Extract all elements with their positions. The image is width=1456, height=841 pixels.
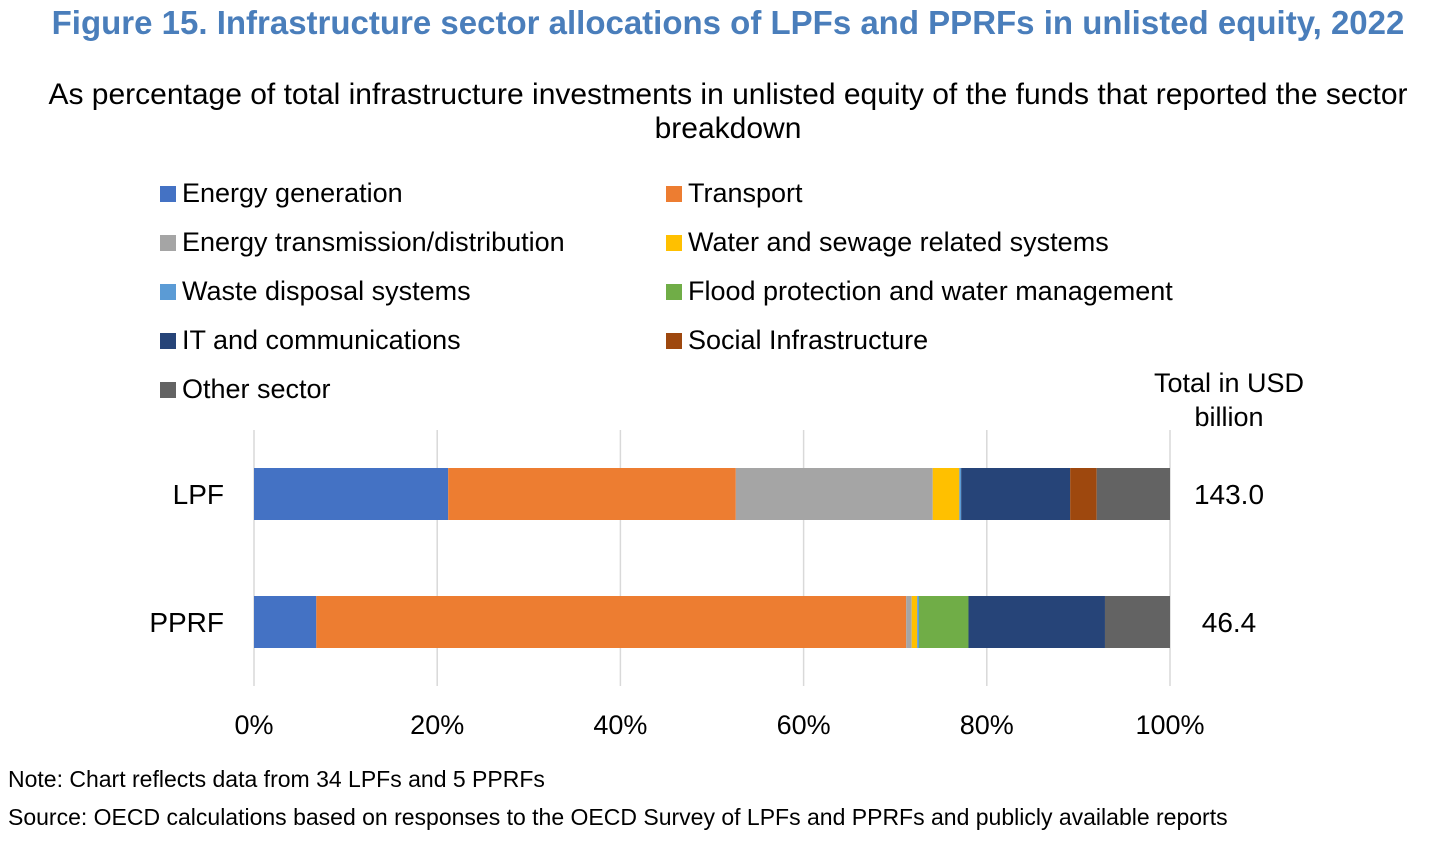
- legend-item-social-infrastructure: Social Infrastructure: [666, 325, 928, 356]
- legend-item-waste-disposal-systems: Waste disposal systems: [160, 276, 471, 307]
- total-value: 46.4: [1202, 607, 1257, 638]
- legend-label: Transport: [688, 178, 803, 208]
- bar-segment-lpf-other-sector: [1096, 468, 1170, 520]
- x-tick-label: 100%: [1135, 710, 1204, 740]
- bar-segment-pprf-waste-disposal-systems: [917, 596, 920, 648]
- chart-title: Figure 15. Infrastructure sector allocat…: [51, 4, 1405, 41]
- legend-swatch: [160, 185, 176, 202]
- category-label: PPRF: [149, 607, 224, 638]
- bar-segment-lpf-transport: [448, 468, 736, 520]
- bar-segment-lpf-it-and-communications: [961, 468, 1071, 520]
- total-value: 143.0: [1194, 479, 1264, 510]
- legend-label: Energy generation: [182, 178, 403, 208]
- bar-segment-pprf-water-and-sewage-related-systems: [911, 596, 918, 648]
- bar-segment-lpf-energy-transmission-distribution: [735, 468, 933, 520]
- x-tick-label: 60%: [777, 710, 831, 740]
- legend-swatch: [160, 332, 176, 349]
- legend-swatch: [666, 332, 682, 349]
- legend-swatch: [666, 185, 682, 202]
- legend-label: Energy transmission/distribution: [182, 227, 565, 257]
- legend-item-transport: Transport: [666, 178, 803, 209]
- legend-swatch: [160, 234, 176, 251]
- legend-item-flood-protection-and-water-management: Flood protection and water management: [666, 276, 1173, 307]
- bar-segment-lpf-water-and-sewage-related-systems: [932, 468, 960, 520]
- bar-segment-lpf-energy-generation: [254, 468, 449, 520]
- x-tick-label: 0%: [234, 710, 273, 740]
- bar-segment-lpf-social-infrastructure: [1070, 468, 1097, 520]
- legend-swatch: [666, 234, 682, 251]
- legend-label: Flood protection and water management: [688, 276, 1173, 306]
- chart-note: Note: Chart reflects data from 34 LPFs a…: [8, 766, 545, 792]
- bar-segment-pprf-energy-transmission-distribution: [906, 596, 912, 648]
- bar-segment-pprf-it-and-communications: [968, 596, 1105, 648]
- totals-header: Total in USD billion: [1153, 368, 1305, 432]
- x-tick-label: 40%: [593, 710, 647, 740]
- chart-subtitle: As percentage of total infrastructure in…: [48, 78, 1408, 145]
- legend-swatch: [666, 283, 682, 300]
- bar-segment-pprf-transport: [316, 596, 907, 648]
- legend-item-energy-transmission-distribution: Energy transmission/distribution: [160, 227, 565, 258]
- x-tick-label: 20%: [410, 710, 464, 740]
- legend-item-it-and-communications: IT and communications: [160, 325, 461, 356]
- legend-swatch: [160, 381, 176, 398]
- legend-label: Other sector: [182, 374, 331, 404]
- legend-item-energy-generation: Energy generation: [160, 178, 403, 209]
- legend-item-other-sector: Other sector: [160, 374, 331, 405]
- bar-segment-pprf-energy-generation: [254, 596, 317, 648]
- bar-segment-pprf-flood-protection-and-water-management: [919, 596, 969, 648]
- legend-label: Social Infrastructure: [688, 325, 929, 355]
- bar-segment-pprf-other-sector: [1104, 596, 1170, 648]
- legend-label: IT and communications: [182, 325, 461, 355]
- legend-label: Water and sewage related systems: [688, 227, 1109, 257]
- category-label: LPF: [173, 479, 224, 510]
- x-tick-label: 80%: [960, 710, 1014, 740]
- legend-swatch: [160, 283, 176, 300]
- legend-label: Waste disposal systems: [182, 276, 471, 306]
- chart-source: Source: OECD calculations based on respo…: [8, 804, 1228, 830]
- legend-item-water-and-sewage-related-systems: Water and sewage related systems: [666, 227, 1109, 258]
- bar-segment-lpf-waste-disposal-systems: [959, 468, 962, 520]
